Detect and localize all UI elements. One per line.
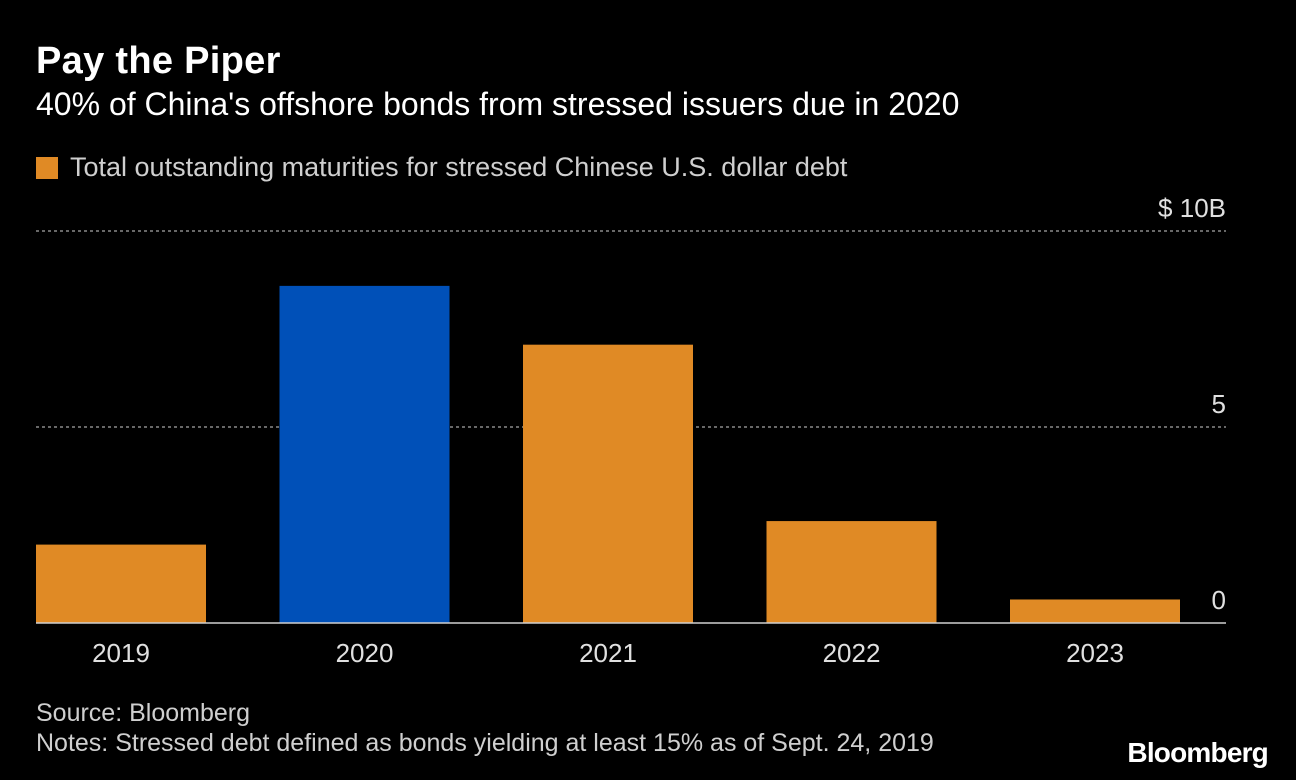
x-tick-label: 2020: [336, 638, 394, 668]
legend-swatch: [36, 156, 58, 179]
bar-2022: [766, 521, 937, 623]
legend: Total outstanding maturities for stresse…: [36, 152, 847, 183]
source-note: Source: Bloomberg: [36, 699, 251, 727]
bar-2023: [1010, 599, 1180, 623]
legend-label: Total outstanding maturities for stresse…: [70, 152, 848, 182]
x-tick-label: 2022: [823, 638, 881, 668]
chart-subtitle: 40% of China's offshore bonds from stres…: [36, 86, 960, 122]
y-tick-label: 0: [1212, 585, 1226, 615]
y-tick-label: $ 10B: [1158, 193, 1226, 223]
x-tick-label: 2021: [579, 638, 637, 668]
axes: 0 5 $ 10B 2019 2020 2021 2022 2023: [36, 193, 1226, 668]
x-tick-label: 2023: [1066, 638, 1124, 668]
chart-title: Pay the Piper: [36, 40, 281, 82]
y-tick-label: 5: [1212, 389, 1226, 419]
bar-2021: [523, 344, 693, 623]
bars: [36, 285, 1180, 623]
bloomberg-logo: Bloomberg: [1127, 737, 1268, 768]
notes-text: Notes: Stressed debt defined as bonds yi…: [36, 729, 934, 757]
bar-2020: [279, 285, 450, 623]
bar-2019: [36, 544, 206, 623]
x-tick-label: 2019: [92, 638, 150, 668]
